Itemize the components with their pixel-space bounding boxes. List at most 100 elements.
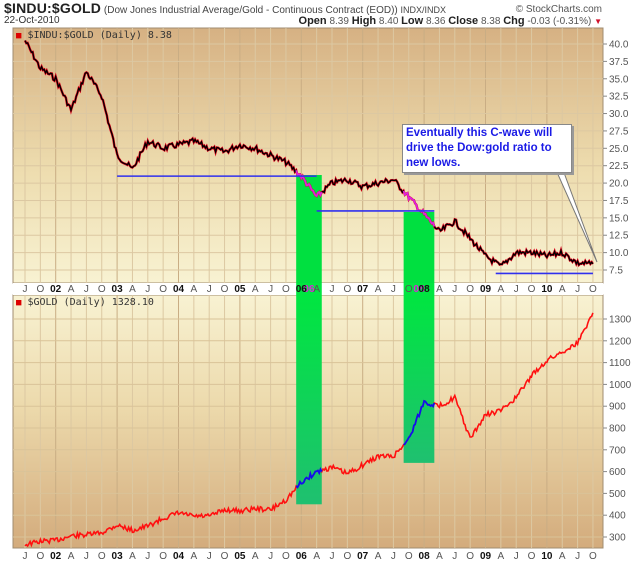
y-tick-label: 500 <box>609 489 626 500</box>
x-tick-label: 08 <box>419 284 431 295</box>
x-tick-label: J <box>575 284 580 295</box>
x-tick-label: A <box>559 284 566 295</box>
support-lines <box>117 175 593 275</box>
highlight-zone-axis <box>403 283 435 295</box>
x-tick-label: O <box>466 551 474 562</box>
x-tick-label: A <box>313 551 320 562</box>
exchange-label: INDX/INDX <box>400 5 447 15</box>
x-tick-label: O <box>589 284 597 295</box>
x-tick-label: O <box>528 551 536 562</box>
y-axis-labels: 7.5 10.0 12.5 15.0 17.5 20.0 22.5 25.0 27.5 30.0 3… <box>609 40 632 544</box>
x-tick-label: O <box>405 551 413 562</box>
x-tick-label: O <box>282 284 290 295</box>
x-tick-label: 10 <box>541 284 553 295</box>
y-tick-label: 900 <box>609 402 626 413</box>
x-tick-label: A <box>375 284 382 295</box>
x-tick-label: J <box>330 284 335 295</box>
x-tick-label: J <box>452 284 457 295</box>
highlight-zone-axis <box>296 283 322 295</box>
x-tick-label: O <box>343 551 351 562</box>
y-tick-label: 22.5 <box>609 161 629 172</box>
high-label: High <box>351 15 377 27</box>
x-tick-label: J <box>268 284 273 295</box>
top-panel-title: ■ $INDU:$GOLD (Daily) 8.38 <box>16 30 172 41</box>
y-tick-label: 30.0 <box>609 109 629 120</box>
y-tick-label: 40.0 <box>609 40 629 51</box>
x-tick-label: J <box>207 284 212 295</box>
x-tick-label: O <box>221 551 229 562</box>
symbol-title: $INDU:$GOLD <box>4 0 102 16</box>
ohlc-summary: Open 8.39 High 8.40 Low 8.36 Close 8.38 … <box>299 15 602 27</box>
x-tick-label: A <box>191 284 198 295</box>
chart-marker-icon: ■ <box>16 31 22 41</box>
x-tick-label: J <box>268 551 273 562</box>
y-tick-label: 1200 <box>609 336 632 347</box>
chart-marker-icon: ■ <box>16 298 22 308</box>
svg-text:06: 06 <box>303 284 315 295</box>
x-tick-label: A <box>68 551 75 562</box>
x-tick-label: O <box>466 284 474 295</box>
x-tick-label: O <box>343 284 351 295</box>
x-tick-label: A <box>68 284 75 295</box>
x-tick-label: O <box>405 284 413 295</box>
open-label: Open <box>298 15 327 27</box>
x-tick-label: 09 <box>480 284 492 295</box>
y-tick-label: 10.0 <box>609 248 629 259</box>
x-tick-label: 09 <box>480 551 492 562</box>
x-tick-label: 07 <box>357 551 369 562</box>
x-tick-label: 03 <box>112 284 124 295</box>
x-tick-label: O <box>528 284 536 295</box>
x-tick-label: O <box>282 551 290 562</box>
y-tick-label: 27.5 <box>609 126 629 137</box>
chart-header: $INDU:$GOLD (Dow Jones Industrial Averag… <box>4 0 446 16</box>
x-tick-label: J <box>575 551 580 562</box>
x-tick-label: A <box>252 284 259 295</box>
close-label: Close <box>448 15 479 27</box>
x-tick-label: O <box>36 551 44 562</box>
x-tick-label: 10 <box>541 551 553 562</box>
gold-highlight-segment <box>403 399 436 446</box>
y-tick-label: 32.5 <box>609 92 629 103</box>
x-tick-label: O <box>589 551 597 562</box>
chart-date: 22-Oct-2010 <box>4 15 60 26</box>
y-tick-label: 25.0 <box>609 144 629 155</box>
x-tick-label: A <box>129 284 136 295</box>
x-tick-label: A <box>436 284 443 295</box>
y-tick-label: 12.5 <box>609 231 629 242</box>
x-tick-label: A <box>375 551 382 562</box>
top-panel-title-text: $INDU:$GOLD (Daily) 8.38 <box>27 30 172 41</box>
close-value: 8.38 <box>480 16 501 27</box>
y-tick-label: 1000 <box>609 380 632 391</box>
y-tick-label: 800 <box>609 424 626 435</box>
y-tick-label: 20.0 <box>609 179 629 190</box>
highlight-zone-bottom <box>296 295 322 505</box>
x-tick-label: 06 <box>296 284 308 295</box>
x-tick-label: J <box>391 551 396 562</box>
low-label: Low <box>401 15 424 27</box>
x-tick-label: 04 <box>173 284 185 295</box>
x-tick-label: 05 <box>234 551 246 562</box>
x-tick-label: J <box>84 551 89 562</box>
x-axis-labels: JJOO0202AAJJOO0303AAJJOO0404AAJJOO0505AA… <box>23 284 598 562</box>
x-tick-label: O <box>98 284 106 295</box>
low-value: 8.36 <box>425 16 446 27</box>
x-tick-label: O <box>221 284 229 295</box>
x-tick-label: 05 <box>234 284 246 295</box>
x-tick-label: A <box>313 284 320 295</box>
highlight-zone-bottom <box>403 295 435 463</box>
y-tick-label: 600 <box>609 467 626 478</box>
x-tick-label: 02 <box>50 551 62 562</box>
y-tick-label: 17.5 <box>609 196 629 207</box>
bottom-panel-title-text: $GOLD (Daily) 1328.10 <box>27 297 154 308</box>
chg-value: -0.03 (-0.31%) <box>527 16 592 27</box>
y-tick-label: 35.0 <box>609 74 629 85</box>
x-tick-label: A <box>191 551 198 562</box>
x-tick-label: J <box>23 284 28 295</box>
symbol-description: (Dow Jones Industrial Average/Gold - Con… <box>103 5 398 16</box>
x-tick-label: 06 <box>296 551 308 562</box>
x-tick-label: J <box>330 551 335 562</box>
highlight-zones: 06 08 <box>296 175 435 505</box>
x-tick-label: J <box>514 551 519 562</box>
x-tick-label: 04 <box>173 551 185 562</box>
